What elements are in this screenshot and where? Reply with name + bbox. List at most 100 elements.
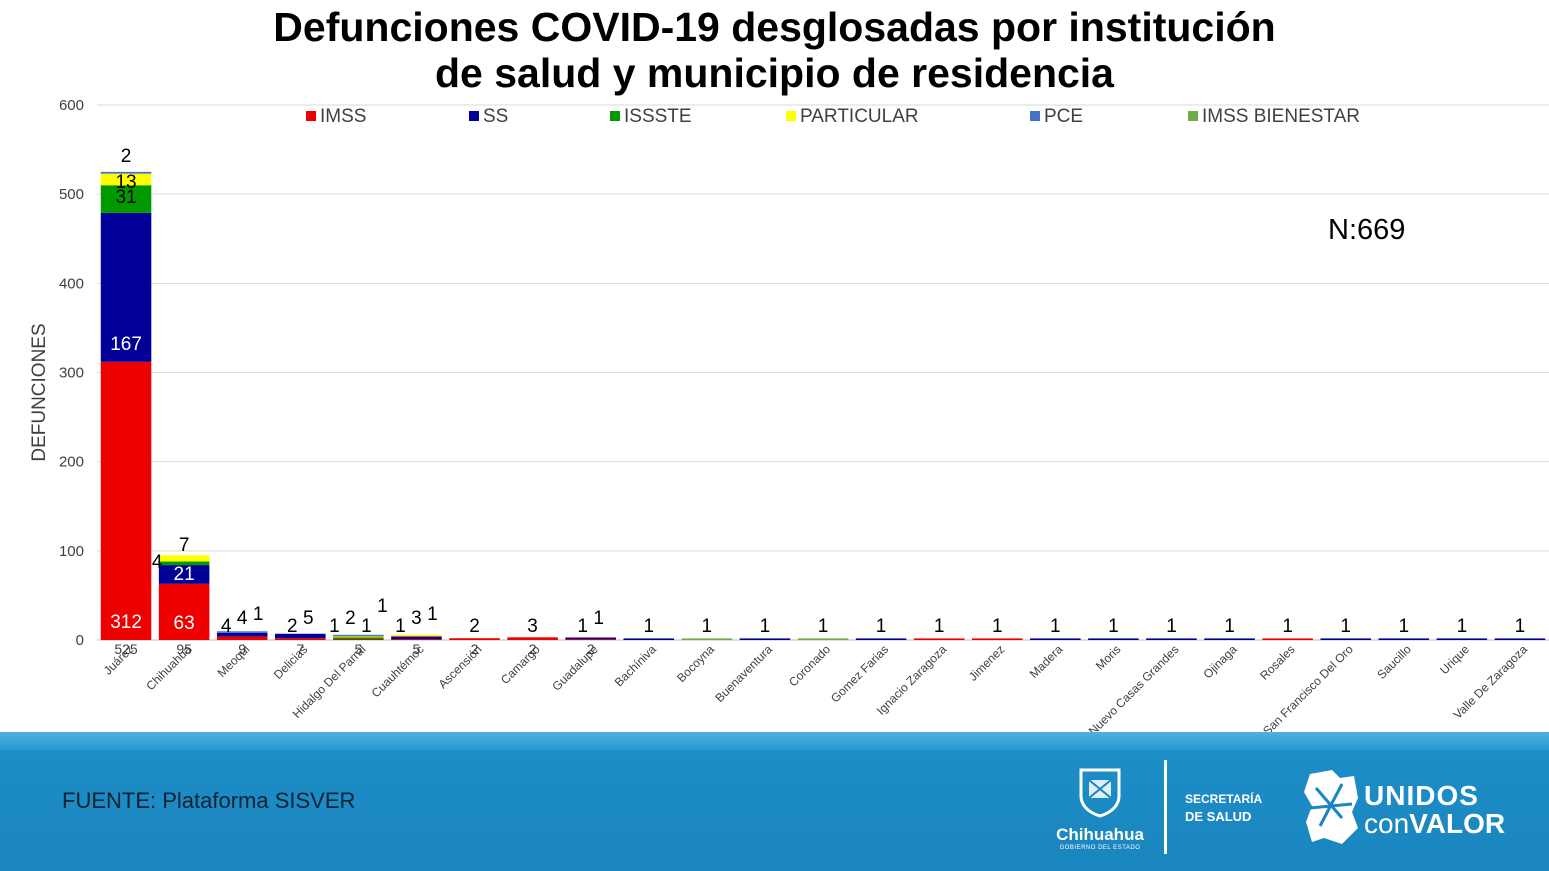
bar-segment xyxy=(391,638,442,640)
data-label: 1 xyxy=(1515,616,1526,637)
bar-segment xyxy=(100,171,152,174)
footer-banner: FUENTE: Plataforma SISVER Chihuahua GOBI… xyxy=(0,732,1549,871)
state-map-icon xyxy=(1304,770,1358,844)
source-note: FUENTE: Plataforma SISVER xyxy=(62,788,356,813)
data-label: 1 xyxy=(361,616,372,637)
legend-label: IMSS xyxy=(320,106,366,127)
x-tick-label: Moris xyxy=(1093,642,1124,673)
data-label: 1 xyxy=(253,604,264,625)
data-label: 4 xyxy=(152,552,163,573)
data-label: 1 xyxy=(593,608,604,629)
bar-segment xyxy=(1378,638,1430,640)
data-label: 3 xyxy=(411,608,422,629)
logo-divider xyxy=(1164,760,1167,854)
bar-segment xyxy=(449,638,500,640)
data-label: 1 xyxy=(377,596,388,617)
bar-segment xyxy=(391,634,442,637)
data-label: 1 xyxy=(395,616,406,637)
data-label: 1 xyxy=(1399,616,1410,637)
shield-icon xyxy=(1079,768,1121,818)
bar-segment xyxy=(100,361,152,640)
data-label: 1 xyxy=(577,616,588,637)
x-tick-label: Delicias xyxy=(271,642,311,682)
data-label: 2 xyxy=(345,608,356,629)
y-tick-label: 300 xyxy=(59,365,84,382)
legend-label: IMSS BIENESTAR xyxy=(1202,106,1360,127)
x-tick-label: Gomez Farias xyxy=(828,642,891,705)
legend-label: SS xyxy=(483,106,508,127)
bar-segment xyxy=(1494,638,1546,640)
y-tick-label: 100 xyxy=(59,543,84,560)
data-label: 63 xyxy=(174,613,195,634)
x-tick-label: Coronado xyxy=(786,642,833,689)
bar-segment xyxy=(681,638,733,640)
data-label: 312 xyxy=(110,612,142,633)
total-label: 2 xyxy=(529,641,537,657)
data-label: 1 xyxy=(1166,616,1177,637)
x-tick-label: Chihuahua xyxy=(143,642,194,693)
bar-segment xyxy=(1262,638,1313,640)
data-label: 4 xyxy=(237,608,248,629)
title-line-1: Defunciones COVID-19 desglosadas por ins… xyxy=(273,4,1276,50)
bar-segment xyxy=(913,638,965,640)
bar-segment xyxy=(275,638,326,640)
bar-segment xyxy=(158,555,210,562)
chihuahua-name: Chihuahua xyxy=(1056,825,1144,844)
legend-label: PCE xyxy=(1044,106,1083,127)
x-tick-label: Saucillo xyxy=(1374,642,1414,682)
x-tick-label: Rosales xyxy=(1257,642,1298,683)
legend-label: ISSSTE xyxy=(624,106,692,127)
y-axis-label: DEFUNCIONES xyxy=(29,323,50,461)
total-label: 95 xyxy=(176,641,192,657)
bar-segment xyxy=(1320,638,1371,640)
bar-segment xyxy=(333,638,384,640)
valor-word: VALOR xyxy=(1409,808,1506,839)
bar-segment xyxy=(1204,638,1255,640)
data-label: 1 xyxy=(992,616,1003,637)
bar-segment xyxy=(1146,638,1197,640)
chihuahua-logo: Chihuahua GOBIERNO DEL ESTADO xyxy=(1052,766,1148,851)
y-tick-label: 200 xyxy=(59,454,84,471)
chart-title: Defunciones COVID-19 desglosadas por ins… xyxy=(0,4,1549,96)
x-tick-label: Madera xyxy=(1027,642,1066,681)
bar-segment xyxy=(333,635,384,638)
x-tick-label: Meoqui xyxy=(215,642,253,680)
data-label: 2 xyxy=(287,616,298,637)
bar-segment xyxy=(158,561,210,566)
bar-segment xyxy=(100,212,152,362)
y-tick-label: 500 xyxy=(59,186,84,203)
data-label: 1 xyxy=(1340,616,1351,637)
data-label: 21 xyxy=(174,564,195,585)
secretaria-logo: SECRETARÍA DE SALUD xyxy=(1185,790,1262,826)
unidos-word: UNIDOS xyxy=(1364,780,1479,811)
footer-wave-band xyxy=(0,732,1549,750)
bar-segment xyxy=(391,636,442,640)
bar-segment xyxy=(507,637,558,640)
bar-segment xyxy=(797,638,849,640)
bar-segment xyxy=(216,636,268,640)
bar-segment xyxy=(275,633,326,639)
y-tick-label: 0 xyxy=(76,632,84,649)
y-tick-label: 400 xyxy=(59,275,84,292)
data-label: 5 xyxy=(303,608,314,629)
data-label: 2 xyxy=(121,146,132,167)
data-label: 1 xyxy=(1457,616,1468,637)
title-line-2: de salud y municipio de residencia xyxy=(435,50,1114,96)
y-tick-label: 600 xyxy=(59,97,84,114)
bar-segment xyxy=(565,637,616,640)
con-valor-word: conVALOR xyxy=(1364,808,1505,840)
data-label: 1 xyxy=(818,616,829,637)
data-label: 1 xyxy=(329,616,340,637)
bar-segment xyxy=(158,583,210,640)
x-tick-label: Ojinaga xyxy=(1201,642,1240,681)
bar-segment xyxy=(565,638,616,640)
x-tick-label: Camargo xyxy=(498,642,543,687)
legend-swatch xyxy=(306,111,316,121)
total-label: 5 xyxy=(354,641,362,657)
con-word: con xyxy=(1364,808,1410,839)
bar-segment xyxy=(971,638,1023,640)
data-label: 4 xyxy=(221,616,232,637)
total-label: 525 xyxy=(114,641,138,657)
legend-swatch xyxy=(1030,111,1040,121)
data-label: 1 xyxy=(427,604,438,625)
